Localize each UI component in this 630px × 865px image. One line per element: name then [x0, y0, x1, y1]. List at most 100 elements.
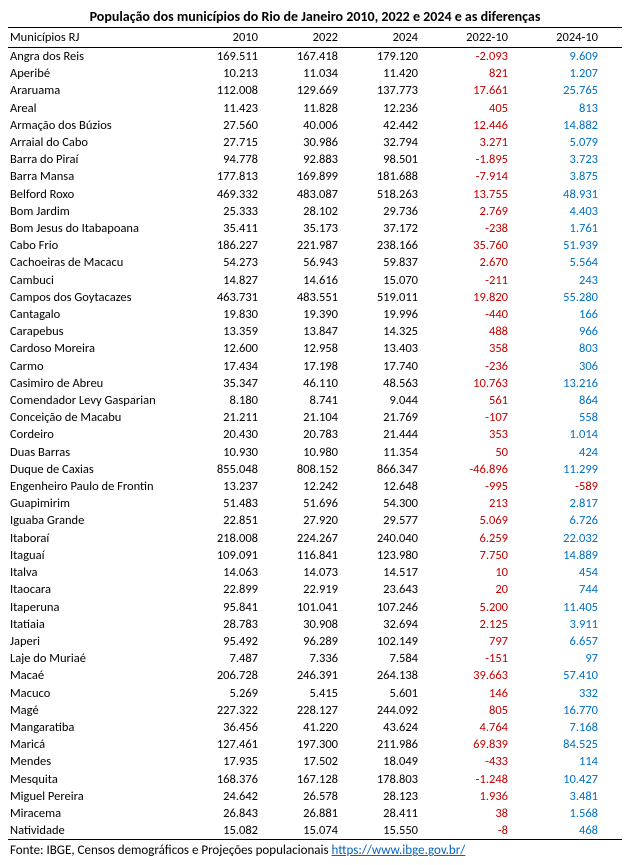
- cell-diff-2024-10: 14.882: [518, 117, 608, 134]
- cell-diff-2022-10: 12.446: [428, 117, 518, 134]
- table-row: Italva14.06314.07314.51710454: [8, 564, 622, 581]
- footer-link[interactable]: https://www.ibge.gov.br/: [332, 843, 466, 858]
- cell-diff-2024-10: 10.427: [518, 771, 608, 788]
- header-2010: 2010: [188, 30, 268, 45]
- cell-diff-2022-10: 797: [428, 633, 518, 650]
- cell-2010: 19.830: [188, 306, 268, 323]
- cell-2024: 43.624: [348, 719, 428, 736]
- cell-2024: 29.577: [348, 512, 428, 529]
- cell-2010: 13.359: [188, 323, 268, 340]
- cell-2024: 98.501: [348, 151, 428, 168]
- cell-2022: 129.669: [268, 82, 348, 99]
- cell-diff-2022-10: 821: [428, 65, 518, 82]
- cell-2022: 7.336: [268, 650, 348, 667]
- cell-2024: 13.403: [348, 340, 428, 357]
- cell-2010: 168.376: [188, 771, 268, 788]
- cell-2024: 244.092: [348, 702, 428, 719]
- table-row: Magé227.322228.127244.09280516.770: [8, 702, 622, 719]
- table-row: Itaperuna95.841101.041107.2465.20011.405: [8, 599, 622, 616]
- cell-2024: 29.736: [348, 203, 428, 220]
- cell-2010: 51.483: [188, 495, 268, 512]
- cell-diff-2024-10: 803: [518, 340, 608, 357]
- header-name: Municípios RJ: [8, 30, 188, 45]
- cell-2024: 102.149: [348, 633, 428, 650]
- cell-name: Mesquita: [8, 771, 188, 788]
- cell-diff-2024-10: 558: [518, 409, 608, 426]
- cell-2010: 186.227: [188, 237, 268, 254]
- cell-2022: 11.828: [268, 100, 348, 117]
- cell-diff-2022-10: 805: [428, 702, 518, 719]
- table-row: Itaboraí218.008224.267240.0406.25922.032: [8, 530, 622, 547]
- cell-name: Cordeiro: [8, 426, 188, 443]
- cell-2024: 32.694: [348, 616, 428, 633]
- table-row: Guapimirim51.48351.69654.3002132.817: [8, 495, 622, 512]
- cell-2024: 21.769: [348, 409, 428, 426]
- cell-name: Comendador Levy Gasparian: [8, 392, 188, 409]
- cell-2022: 197.300: [268, 736, 348, 753]
- cell-diff-2022-10: 38: [428, 805, 518, 822]
- cell-diff-2022-10: -2.093: [428, 48, 518, 65]
- cell-diff-2024-10: 22.032: [518, 530, 608, 547]
- cell-2010: 218.008: [188, 530, 268, 547]
- cell-2022: 167.128: [268, 771, 348, 788]
- cell-diff-2024-10: 1.014: [518, 426, 608, 443]
- table-row: Cabo Frio186.227221.987238.16635.76051.9…: [8, 237, 622, 254]
- cell-2022: 30.908: [268, 616, 348, 633]
- cell-name: Belford Roxo: [8, 186, 188, 203]
- cell-2010: 35.411: [188, 220, 268, 237]
- cell-name: Duque de Caxias: [8, 461, 188, 478]
- cell-2022: 116.841: [268, 547, 348, 564]
- cell-diff-2024-10: 114: [518, 753, 608, 770]
- cell-2010: 206.728: [188, 667, 268, 684]
- cell-diff-2024-10: 11.299: [518, 461, 608, 478]
- table-row: Campos dos Goytacazes463.731483.551519.0…: [8, 289, 622, 306]
- cell-2024: 211.986: [348, 736, 428, 753]
- cell-2010: 109.091: [188, 547, 268, 564]
- cell-diff-2024-10: 424: [518, 444, 608, 461]
- table-row: Macaé206.728246.391264.13839.66357.410: [8, 667, 622, 684]
- table-row: Areal11.42311.82812.236405813: [8, 100, 622, 117]
- cell-diff-2022-10: 561: [428, 392, 518, 409]
- cell-2024: 518.263: [348, 186, 428, 203]
- cell-name: Barra Mansa: [8, 168, 188, 185]
- cell-2010: 28.783: [188, 616, 268, 633]
- cell-2024: 14.517: [348, 564, 428, 581]
- cell-2010: 855.048: [188, 461, 268, 478]
- cell-2022: 808.152: [268, 461, 348, 478]
- cell-diff-2024-10: 6.726: [518, 512, 608, 529]
- cell-2022: 27.920: [268, 512, 348, 529]
- cell-diff-2024-10: 48.931: [518, 186, 608, 203]
- table-row: Carapebus13.35913.84714.325488966: [8, 323, 622, 340]
- cell-2022: 20.783: [268, 426, 348, 443]
- cell-diff-2022-10: -238: [428, 220, 518, 237]
- cell-diff-2024-10: 454: [518, 564, 608, 581]
- cell-2024: 11.354: [348, 444, 428, 461]
- cell-name: Laje do Muriaé: [8, 650, 188, 667]
- cell-diff-2022-10: 353: [428, 426, 518, 443]
- cell-diff-2022-10: 2.125: [428, 616, 518, 633]
- table-row: Cachoeiras de Macacu54.27356.94359.8372.…: [8, 254, 622, 271]
- table-row: Cordeiro20.43020.78321.4443531.014: [8, 426, 622, 443]
- cell-2022: 14.616: [268, 272, 348, 289]
- cell-2010: 95.492: [188, 633, 268, 650]
- cell-2024: 9.044: [348, 392, 428, 409]
- table-row: Belford Roxo469.332483.087518.26313.7554…: [8, 186, 622, 203]
- cell-name: Natividade: [8, 822, 188, 839]
- cell-2024: 238.166: [348, 237, 428, 254]
- cell-2024: 7.584: [348, 650, 428, 667]
- cell-2010: 15.082: [188, 822, 268, 839]
- cell-diff-2022-10: -8: [428, 822, 518, 839]
- cell-2022: 101.041: [268, 599, 348, 616]
- cell-diff-2022-10: 10.763: [428, 375, 518, 392]
- cell-diff-2022-10: 2.769: [428, 203, 518, 220]
- table-row: Japeri95.49296.289102.1497976.657: [8, 633, 622, 650]
- cell-2010: 12.600: [188, 340, 268, 357]
- cell-diff-2022-10: 358: [428, 340, 518, 357]
- cell-2022: 246.391: [268, 667, 348, 684]
- cell-name: Cambuci: [8, 272, 188, 289]
- cell-diff-2022-10: -236: [428, 358, 518, 375]
- cell-2024: 28.123: [348, 788, 428, 805]
- cell-2022: 56.943: [268, 254, 348, 271]
- cell-diff-2024-10: 1.761: [518, 220, 608, 237]
- cell-name: Casimiro de Abreu: [8, 375, 188, 392]
